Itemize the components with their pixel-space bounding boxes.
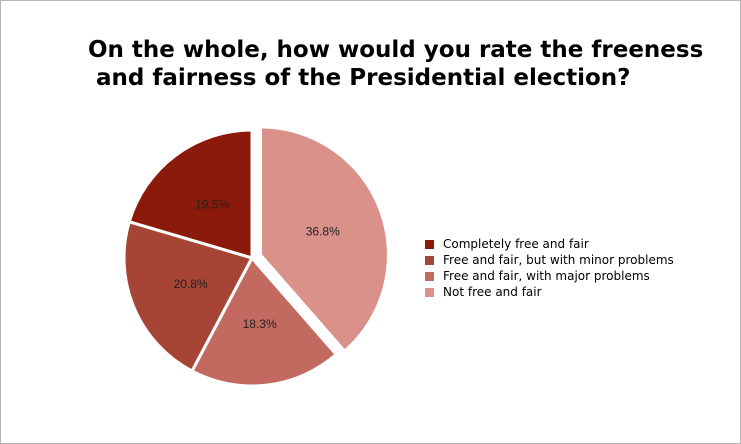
legend-swatch xyxy=(425,239,434,249)
legend-swatch xyxy=(425,271,434,281)
legend-swatch xyxy=(425,287,434,297)
pie-slice xyxy=(127,128,254,260)
legend-label: Completely free and fair xyxy=(443,237,589,251)
slice-value-label: 20.8% xyxy=(174,277,208,291)
legend-item: Not free and fair xyxy=(425,284,674,300)
chart-title-line-1: On the whole, how would you rate the fre… xyxy=(88,37,704,63)
slice-value-label: 18.3% xyxy=(243,317,277,331)
chart-legend: Completely free and fair Free and fair, … xyxy=(425,236,674,300)
legend-swatch xyxy=(425,255,434,265)
pie-slice xyxy=(258,125,390,353)
pie-slice xyxy=(122,220,254,373)
chart-title: On the whole, how would you rate the fre… xyxy=(88,36,708,92)
pie-slice xyxy=(190,256,338,388)
slice-value-label: 36.8% xyxy=(306,224,340,238)
legend-item: Free and fair, but with minor problems xyxy=(425,252,674,268)
legend-label: Not free and fair xyxy=(443,285,542,299)
chart-title-line-2: and fairness of the Presidential electio… xyxy=(88,65,631,91)
slice-value-label: 19.5% xyxy=(195,198,229,212)
legend-label: Free and fair, but with minor problems xyxy=(443,253,674,267)
legend-item: Completely free and fair xyxy=(425,236,674,252)
legend-label: Free and fair, with major problems xyxy=(443,269,650,283)
legend-item: Free and fair, with major problems xyxy=(425,268,674,284)
